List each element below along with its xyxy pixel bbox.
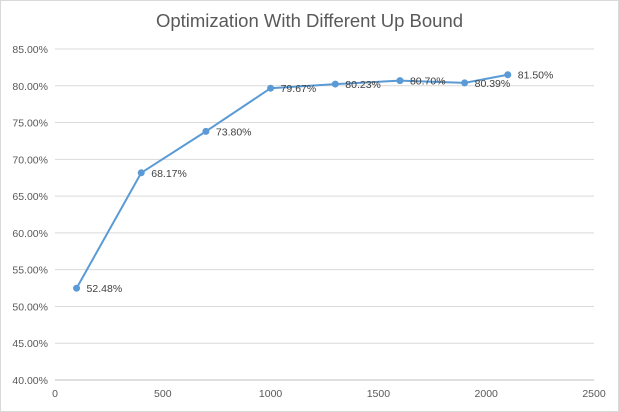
y-tick-label: 60.00% xyxy=(12,228,48,240)
y-tick-label: 70.00% xyxy=(12,154,48,166)
data-label: 80.39% xyxy=(475,78,511,90)
data-point xyxy=(267,84,275,92)
x-tick-label: 0 xyxy=(52,388,58,400)
data-label: 73.80% xyxy=(216,126,252,138)
series-line xyxy=(75,73,508,289)
x-tick-label: 2500 xyxy=(582,388,606,400)
y-tick-label: 40.00% xyxy=(12,375,48,387)
data-label: 81.50% xyxy=(518,70,554,82)
chart-title: Optimization With Different Up Bound xyxy=(155,10,464,31)
data-label: 79.67% xyxy=(281,83,317,95)
y-tick-label: 75.00% xyxy=(12,118,48,130)
data-point xyxy=(137,169,145,177)
data-label: 52.48% xyxy=(87,283,123,295)
data-label: 68.17% xyxy=(151,168,187,180)
y-tick-label: 85.00% xyxy=(12,44,48,56)
data-point xyxy=(73,284,81,292)
x-tick-label: 2000 xyxy=(475,388,499,400)
y-tick-label: 50.00% xyxy=(12,301,48,313)
data-point xyxy=(202,127,210,135)
x-tick-label: 500 xyxy=(154,388,172,400)
x-tick-label: 1500 xyxy=(367,388,391,400)
y-tick-label: 80.00% xyxy=(12,81,48,93)
x-tick-label: 1000 xyxy=(259,388,283,400)
data-label: 80.70% xyxy=(410,76,446,88)
data-label: 80.23% xyxy=(345,79,381,91)
y-tick-label: 55.00% xyxy=(12,265,48,277)
y-tick-label: 65.00% xyxy=(12,191,48,203)
data-point xyxy=(504,71,512,79)
y-tick-label: 45.00% xyxy=(12,338,48,350)
data-point xyxy=(331,80,339,88)
data-point xyxy=(461,79,469,87)
data-point xyxy=(396,77,404,85)
